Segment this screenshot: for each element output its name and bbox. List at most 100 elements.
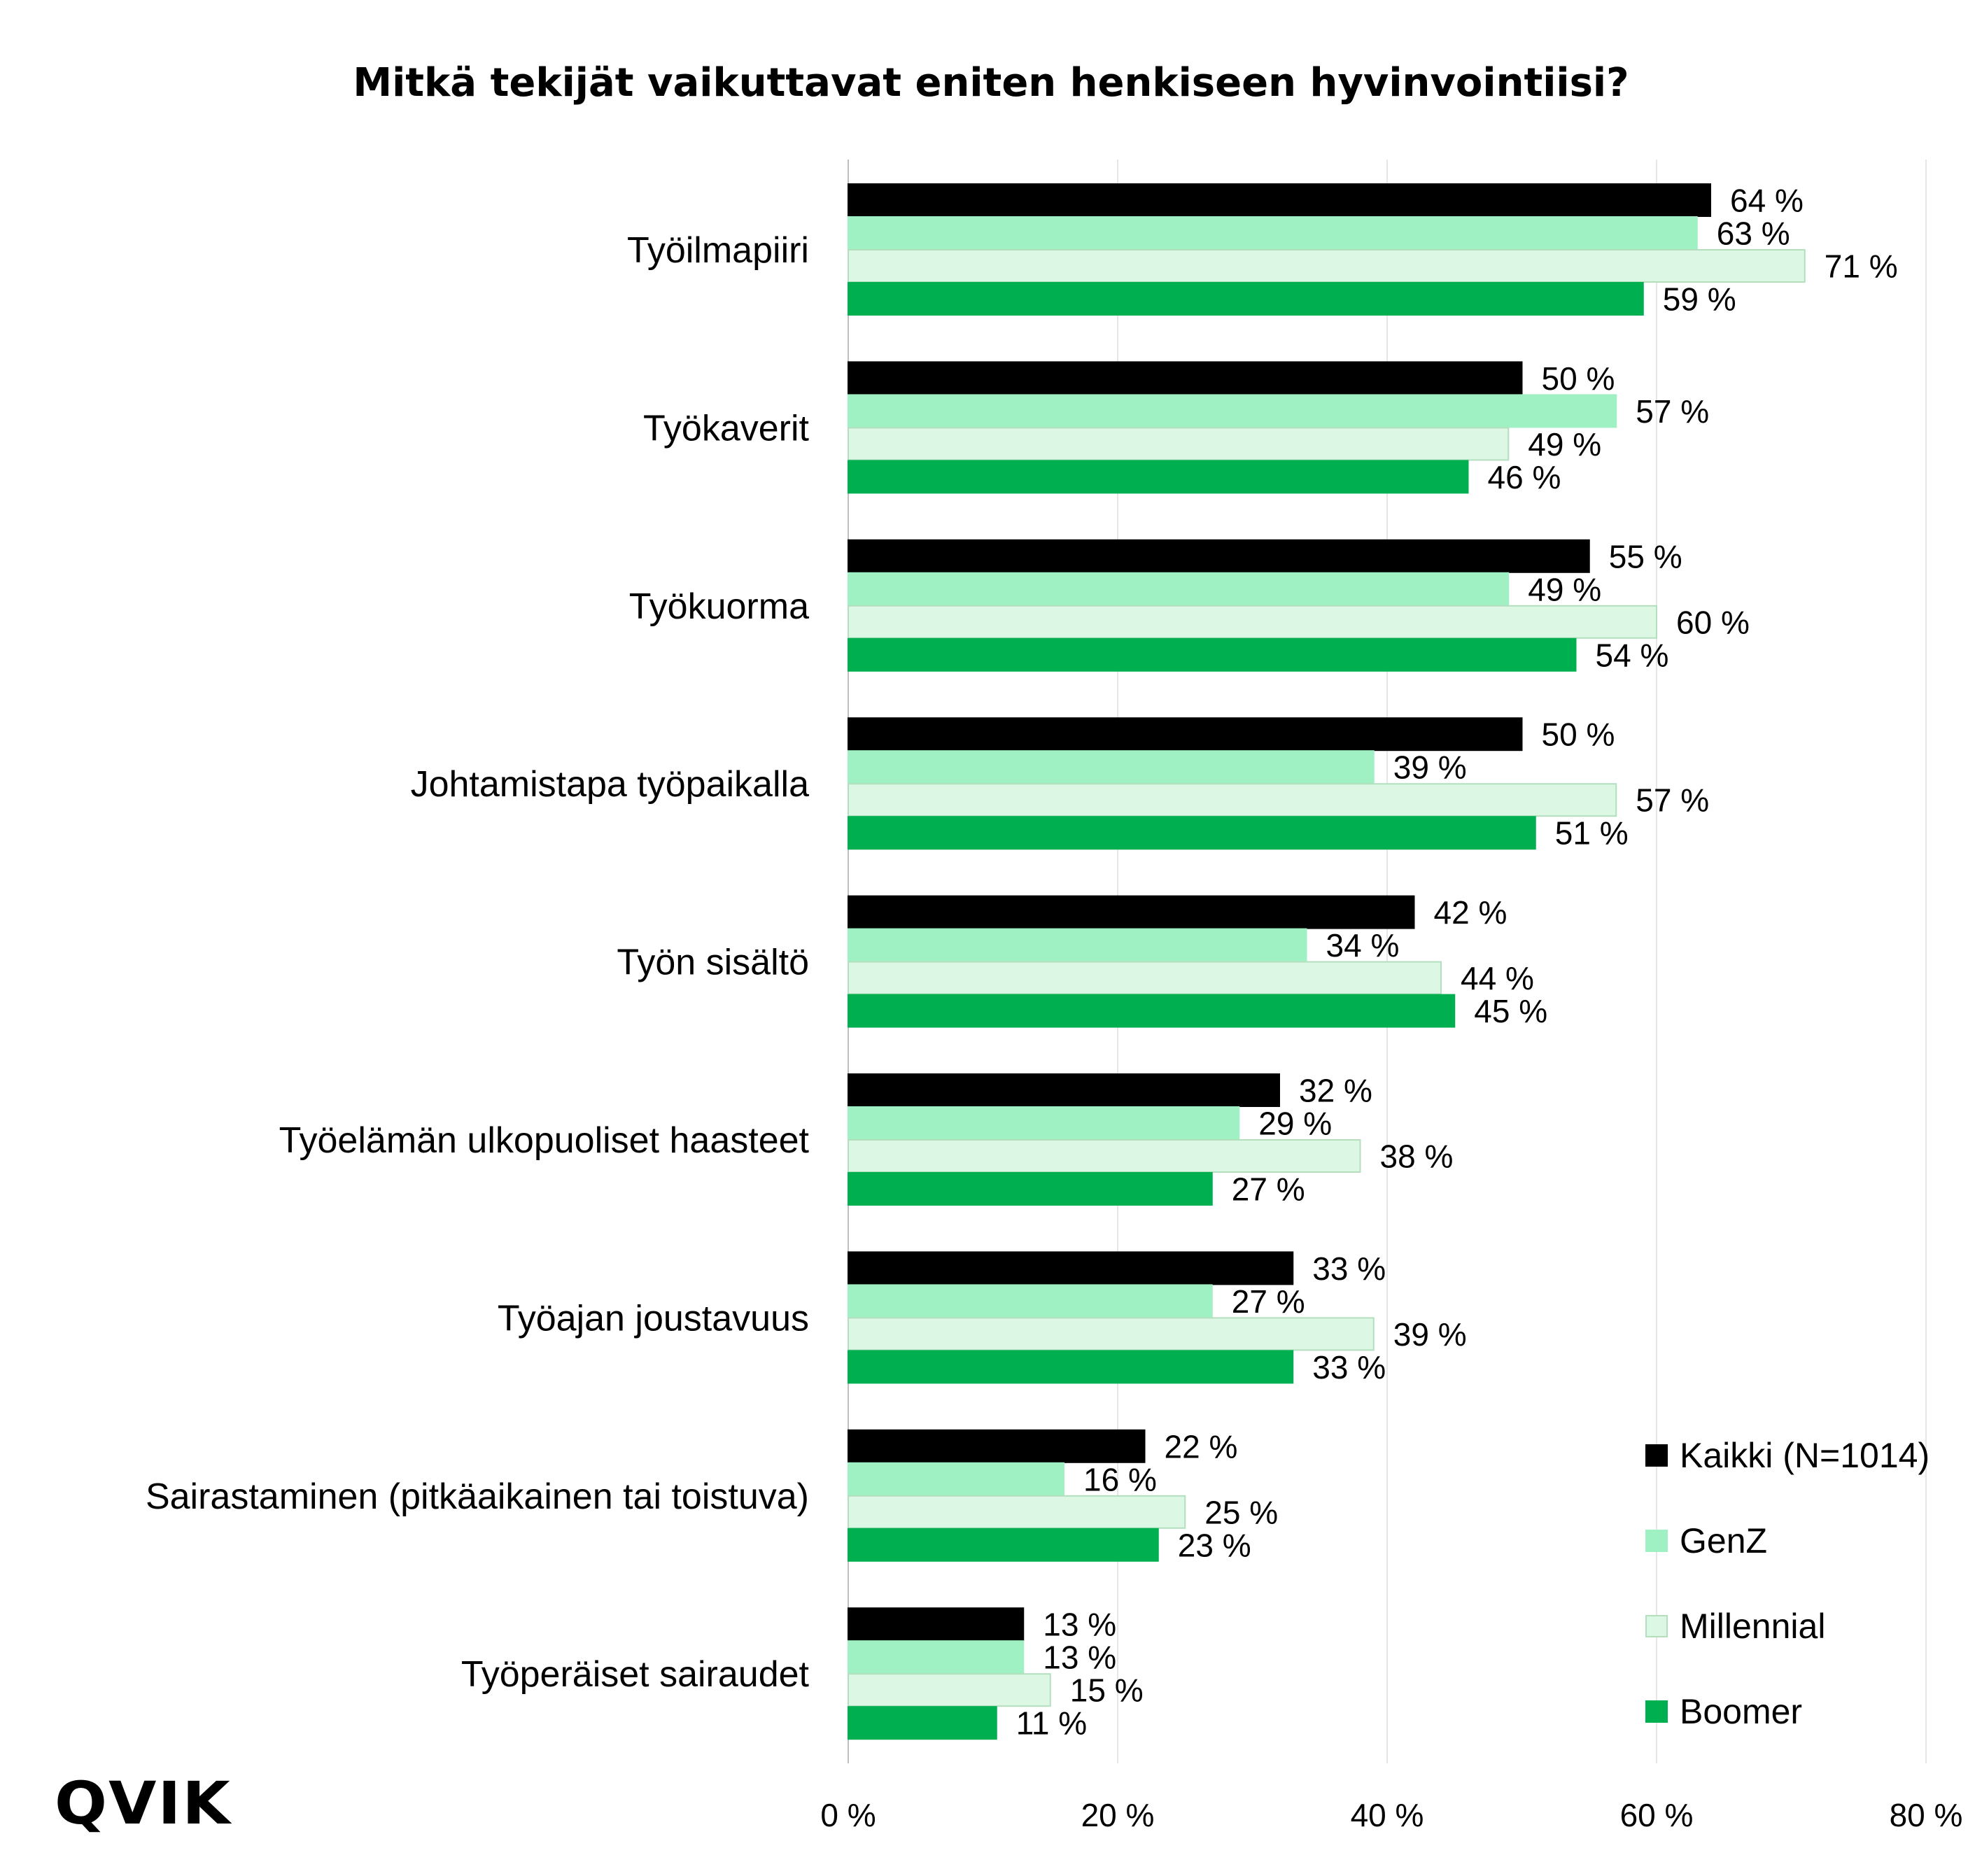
- data-label: 39 %: [1393, 1316, 1467, 1353]
- data-label: 49 %: [1528, 571, 1601, 607]
- data-label: 27 %: [1232, 1171, 1305, 1208]
- bar-millennial: [848, 249, 1806, 283]
- category-label: Työkaverit: [643, 408, 810, 449]
- data-label: 33 %: [1312, 1349, 1386, 1385]
- data-label: 57 %: [1636, 782, 1709, 819]
- bar-millennial: [848, 961, 1442, 995]
- bar-kaikki: [848, 1429, 1146, 1463]
- legend-label: Kaikki (N=1014): [1680, 1436, 1930, 1475]
- data-label: 23 %: [1178, 1527, 1251, 1563]
- x-tick-label: 60 %: [1620, 1797, 1694, 1833]
- data-label: 39 %: [1393, 749, 1467, 786]
- data-label: 29 %: [1258, 1106, 1332, 1142]
- data-label: 38 %: [1380, 1138, 1454, 1175]
- bar-millennial: [848, 1139, 1361, 1173]
- data-label: 51 %: [1555, 815, 1629, 852]
- x-tick-label: 80 %: [1890, 1797, 1963, 1833]
- legend-label: Boomer: [1680, 1692, 1802, 1731]
- bar-genz: [848, 750, 1375, 784]
- bar-boomer: [848, 1172, 1213, 1206]
- data-label: 59 %: [1663, 281, 1736, 318]
- bar-boomer: [848, 816, 1536, 850]
- data-label: 54 %: [1596, 637, 1669, 673]
- data-label: 71 %: [1825, 248, 1898, 285]
- data-label: 32 %: [1299, 1073, 1372, 1109]
- bar-kaikki: [848, 1607, 1025, 1642]
- bar-genz: [848, 1462, 1064, 1496]
- legend-swatch: [1645, 1700, 1668, 1723]
- data-label: 57 %: [1636, 393, 1709, 430]
- data-label: 34 %: [1326, 927, 1400, 964]
- bar-boomer: [848, 994, 1456, 1028]
- legend-swatch: [1645, 1615, 1668, 1637]
- category-label: Työajan joustavuus: [498, 1298, 809, 1339]
- data-label: 13 %: [1043, 1607, 1116, 1643]
- bar-millennial: [848, 783, 1617, 817]
- legend: Kaikki (N=1014) GenZ Millennial Boomer: [1645, 1436, 1930, 1731]
- bar-boomer: [848, 1350, 1294, 1384]
- data-label: 44 %: [1461, 960, 1534, 996]
- category-label: Työelämän ulkopuoliset haasteet: [279, 1120, 810, 1161]
- bar-millennial: [848, 1673, 1051, 1707]
- data-label: 42 %: [1434, 894, 1507, 931]
- data-label: 33 %: [1312, 1250, 1386, 1287]
- bar-millennial: [848, 427, 1510, 461]
- bar-boomer: [848, 1706, 997, 1740]
- category-label: Sairastaminen (pitkäaikainen tai toistuv…: [146, 1476, 809, 1517]
- data-label: 27 %: [1232, 1283, 1305, 1320]
- bar-millennial: [848, 1495, 1186, 1529]
- bar-boomer: [848, 282, 1644, 316]
- data-label: 49 %: [1528, 426, 1601, 463]
- bar-millennial: [848, 605, 1657, 639]
- bar-kaikki: [848, 1251, 1294, 1285]
- bar-genz: [848, 394, 1617, 428]
- bar-kaikki: [848, 1073, 1280, 1107]
- data-label: 50 %: [1542, 717, 1615, 753]
- x-tick-label: 0 %: [820, 1797, 876, 1833]
- page-title: Mitkä tekijät vaikuttavat eniten henkise…: [353, 60, 1629, 106]
- data-label: 16 %: [1083, 1461, 1157, 1497]
- data-label: 25 %: [1204, 1494, 1278, 1530]
- bar-millennial: [848, 1317, 1375, 1351]
- data-label: 64 %: [1730, 183, 1804, 219]
- category-label: Työkuorma: [629, 586, 809, 627]
- bar-genz: [848, 1106, 1240, 1140]
- data-label: 60 %: [1676, 604, 1750, 640]
- data-label: 13 %: [1043, 1639, 1116, 1676]
- category-label: Työilmapiiri: [627, 230, 809, 271]
- x-tick-label: 40 %: [1351, 1797, 1424, 1833]
- bar-kaikki: [848, 717, 1523, 752]
- bar-genz: [848, 216, 1698, 250]
- bar-boomer: [848, 460, 1469, 494]
- bar-kaikki: [848, 361, 1523, 395]
- legend-label: Millennial: [1680, 1607, 1825, 1646]
- bar-genz: [848, 928, 1307, 962]
- legend-swatch: [1645, 1530, 1668, 1552]
- legend-label: GenZ: [1680, 1521, 1767, 1560]
- bar-genz: [848, 1640, 1025, 1674]
- data-label: 63 %: [1717, 216, 1790, 252]
- bar-boomer: [848, 637, 1577, 672]
- data-label: 11 %: [1016, 1705, 1087, 1742]
- bar-boomer: [848, 1528, 1159, 1562]
- bars: [848, 183, 1806, 1740]
- data-label: 45 %: [1474, 993, 1547, 1029]
- data-label: 46 %: [1488, 459, 1561, 495]
- data-label: 55 %: [1609, 538, 1682, 574]
- x-tick-label: 20 %: [1081, 1797, 1155, 1833]
- data-label: 22 %: [1165, 1428, 1238, 1465]
- bar-genz: [848, 572, 1510, 606]
- labels: 0 % 20 % 40 % 60 % 80 % 64 %63 % 71 % 59 % Työil…: [146, 183, 1962, 1834]
- bar-genz: [848, 1284, 1213, 1318]
- category-label: Työperäiset sairaudet: [461, 1654, 810, 1695]
- bar-kaikki: [848, 895, 1415, 929]
- qvik-logo: QVIK: [55, 1769, 232, 1838]
- data-label: 50 %: [1542, 360, 1615, 397]
- bar-kaikki: [848, 183, 1711, 217]
- data-label: 15 %: [1070, 1672, 1144, 1709]
- category-label: Johtamistapa työpaikalla: [411, 764, 810, 805]
- legend-swatch: [1645, 1444, 1668, 1467]
- bar-kaikki: [848, 539, 1590, 573]
- category-label: Työn sisältö: [617, 943, 809, 983]
